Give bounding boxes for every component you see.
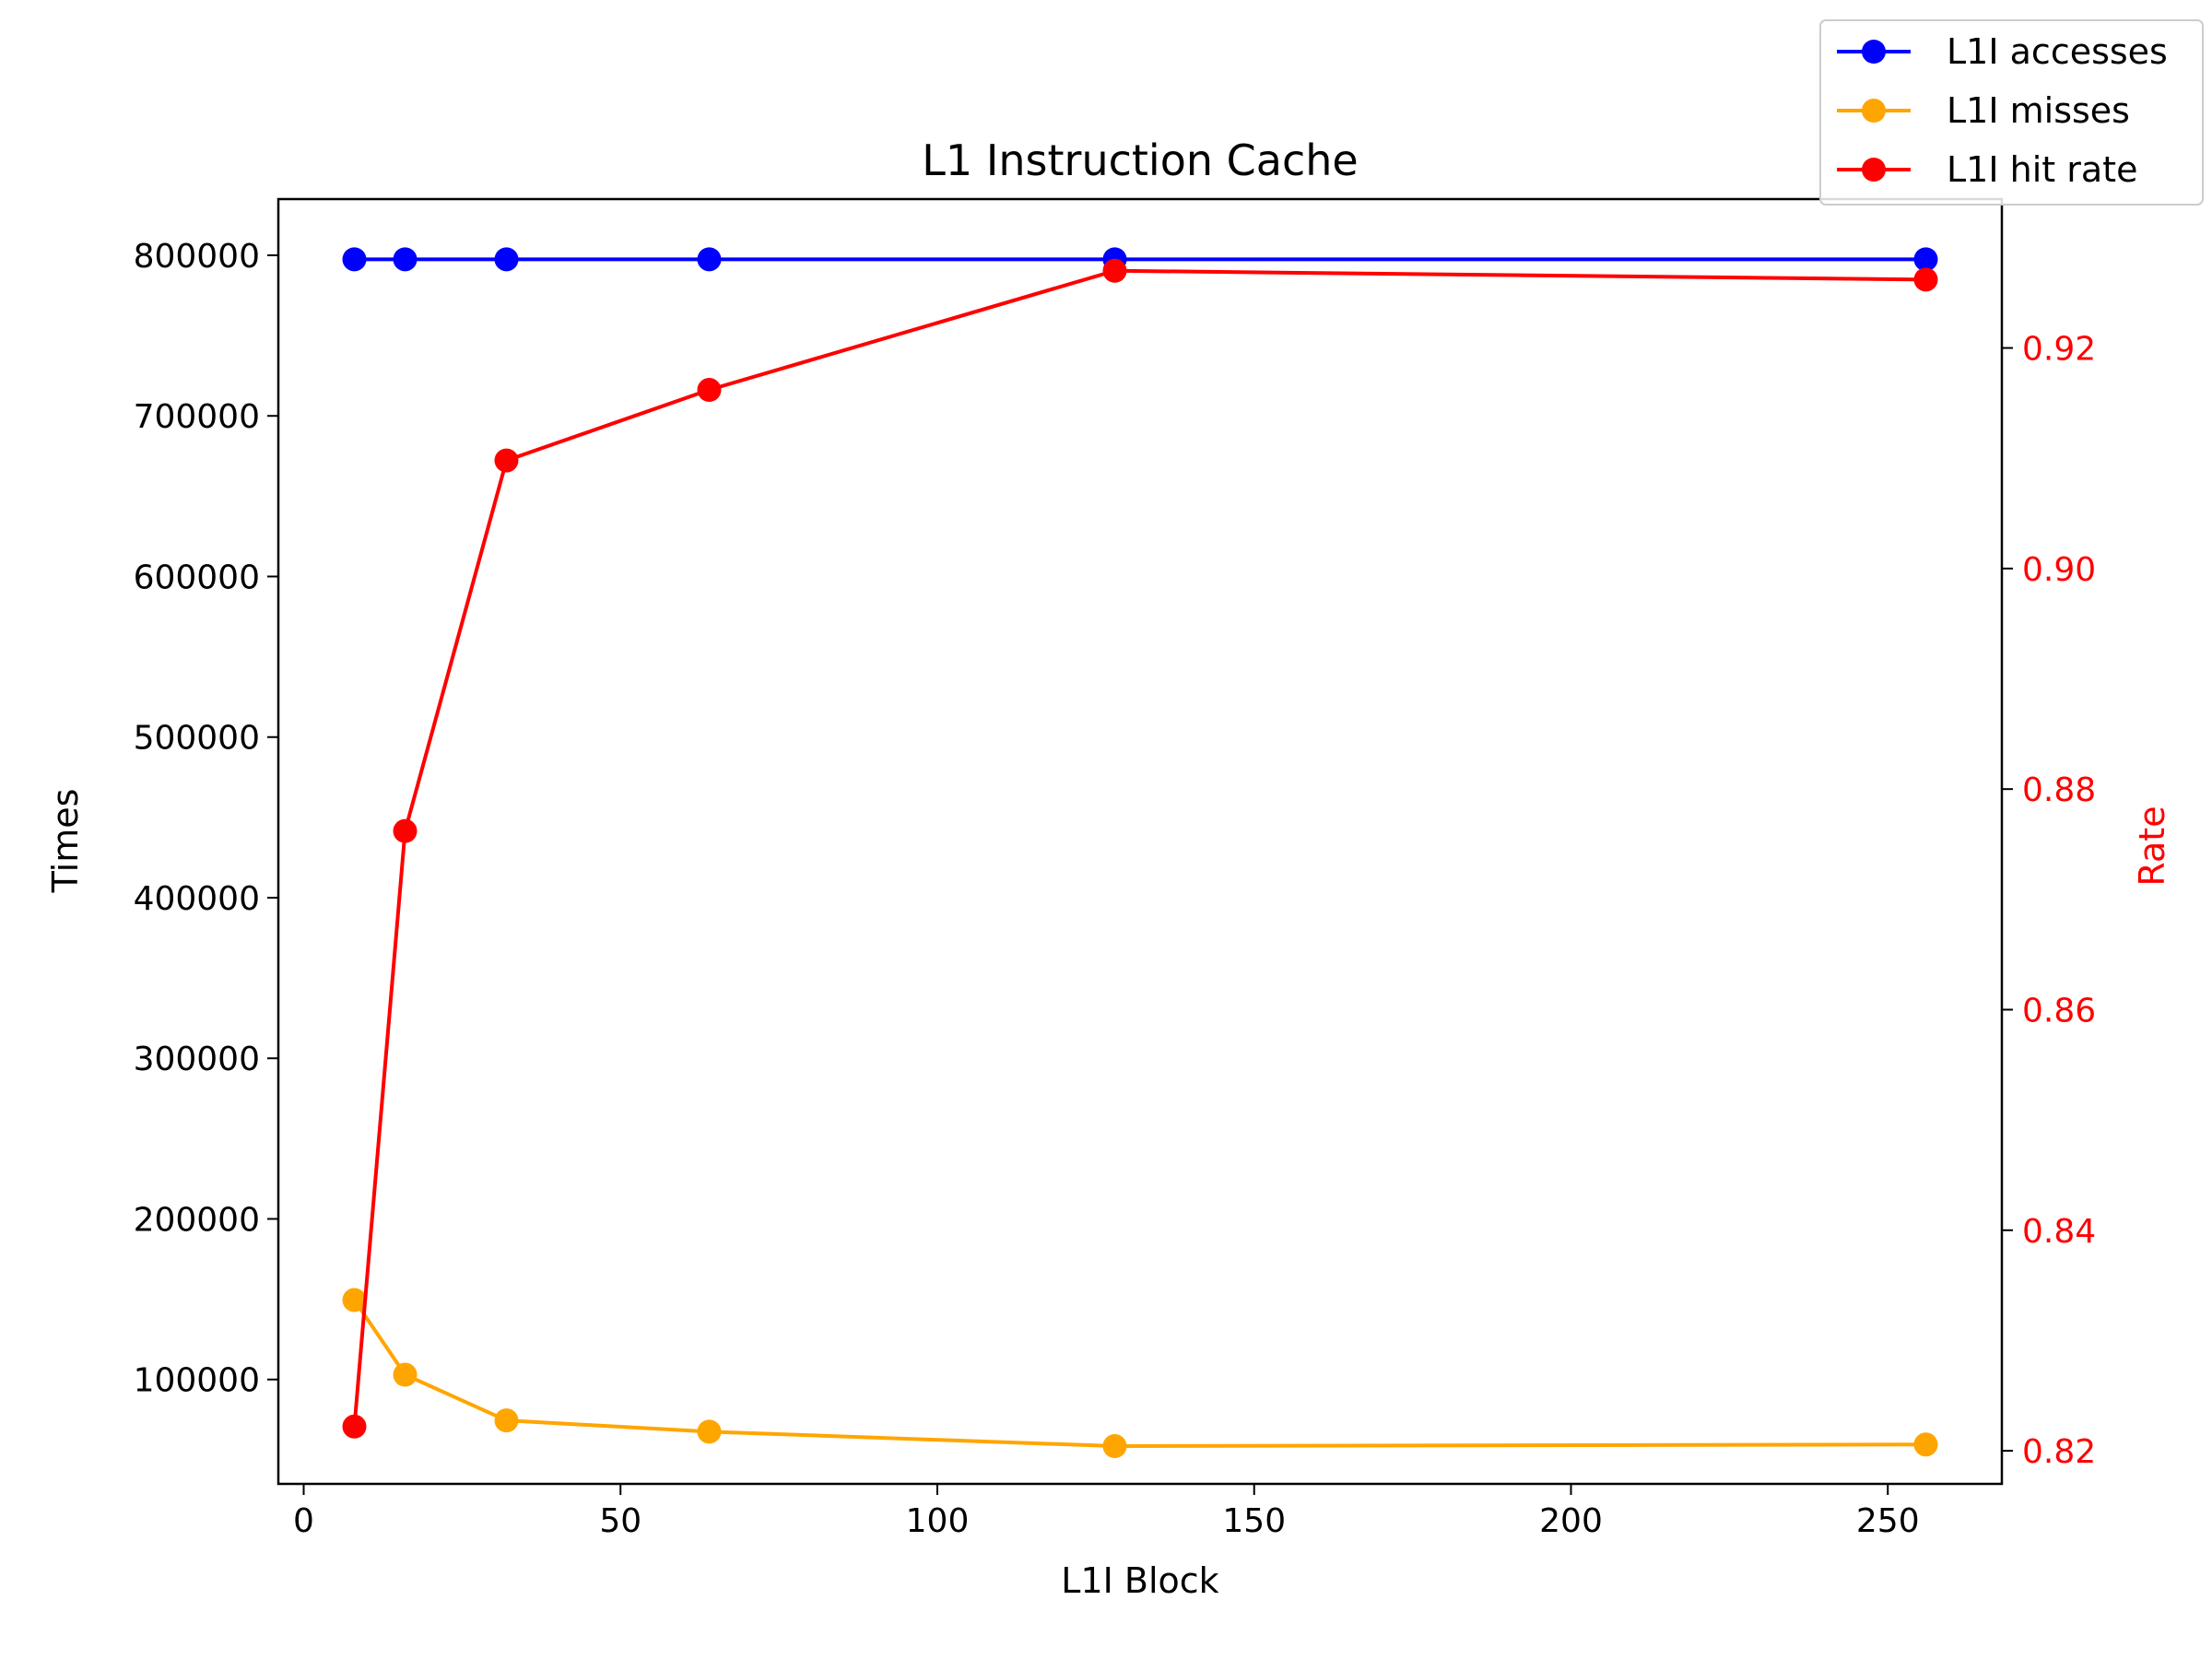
data-point — [342, 1288, 367, 1312]
data-point — [697, 1419, 722, 1444]
legend-marker — [1862, 40, 1886, 64]
x-axis-label: L1I Block — [1061, 1560, 1218, 1601]
legend-marker — [1862, 99, 1886, 123]
data-point — [393, 1362, 418, 1387]
data-point — [494, 247, 519, 272]
data-point — [697, 247, 722, 272]
x-tick-label: 50 — [599, 1502, 641, 1540]
y-tick-label: 300000 — [134, 1041, 260, 1078]
data-point — [342, 1414, 367, 1439]
data-point — [1102, 258, 1127, 283]
y-axis-right: 0.82 0.84 0.86 0.88 0.90 0.92 — [2002, 331, 2096, 1471]
data-point — [1913, 267, 1938, 292]
legend-label: L1I misses — [1947, 90, 2130, 131]
legend-box — [1819, 19, 2204, 206]
y-tick-label: 100000 — [134, 1362, 260, 1400]
y-tick-label: 600000 — [134, 559, 260, 596]
x-axis: 0 50 100 150 200 250 — [293, 1484, 1920, 1540]
legend-item: L1I accesses — [1837, 31, 2168, 72]
plot-frame — [276, 197, 2004, 1486]
legend-marker — [1862, 158, 1886, 182]
series-l1i-misses — [342, 1288, 1938, 1459]
x-tick-label: 0 — [293, 1502, 314, 1540]
y2-tick-label: 0.82 — [2022, 1433, 2096, 1471]
legend-label: L1I hit rate — [1947, 149, 2137, 190]
data-point — [697, 378, 722, 403]
y-axis-label: Times — [45, 789, 86, 894]
y-tick-label: 700000 — [134, 398, 260, 436]
x-tick-label: 100 — [906, 1502, 970, 1540]
y-tick-label: 800000 — [134, 238, 260, 276]
data-point — [494, 448, 519, 473]
data-point — [393, 818, 418, 843]
data-point — [342, 247, 367, 272]
y2-axis-label: Rate — [2132, 806, 2172, 886]
x-tick-label: 200 — [1539, 1502, 1603, 1540]
series-line — [352, 1299, 1926, 1449]
data-point — [1913, 247, 1938, 272]
legend: L1I accesses L1I misses L1I hit rate — [1819, 19, 2204, 206]
series-l1i-hit-rate — [342, 258, 1938, 1439]
x-tick-label: 250 — [1856, 1502, 1920, 1540]
y-axis-left: 100000 200000 300000 400000 500000 600000 7000… — [134, 238, 278, 1400]
y2-tick-label: 0.86 — [2022, 992, 2096, 1030]
data-point — [494, 1408, 519, 1433]
series-l1i-accesses — [342, 247, 1938, 272]
series-line — [352, 268, 1926, 1427]
x-tick-label: 150 — [1222, 1502, 1286, 1540]
chart-title: L1 Instruction Cache — [922, 135, 1358, 185]
legend-item: L1I hit rate — [1837, 149, 2137, 190]
plot-border — [276, 197, 2004, 1486]
data-point — [393, 247, 418, 272]
y-tick-label: 200000 — [134, 1201, 260, 1239]
legend-label: L1I accesses — [1947, 31, 2168, 72]
y2-tick-label: 0.92 — [2022, 331, 2096, 369]
y2-tick-label: 0.88 — [2022, 771, 2096, 809]
y-tick-label: 500000 — [134, 720, 260, 758]
y2-tick-label: 0.84 — [2022, 1213, 2096, 1251]
series-layer — [342, 247, 1938, 1459]
data-point — [1102, 1434, 1127, 1459]
y-tick-label: 400000 — [134, 880, 260, 918]
y2-tick-label: 0.90 — [2022, 551, 2096, 589]
legend-item: L1I misses — [1837, 90, 2130, 131]
data-point — [1913, 1432, 1938, 1457]
